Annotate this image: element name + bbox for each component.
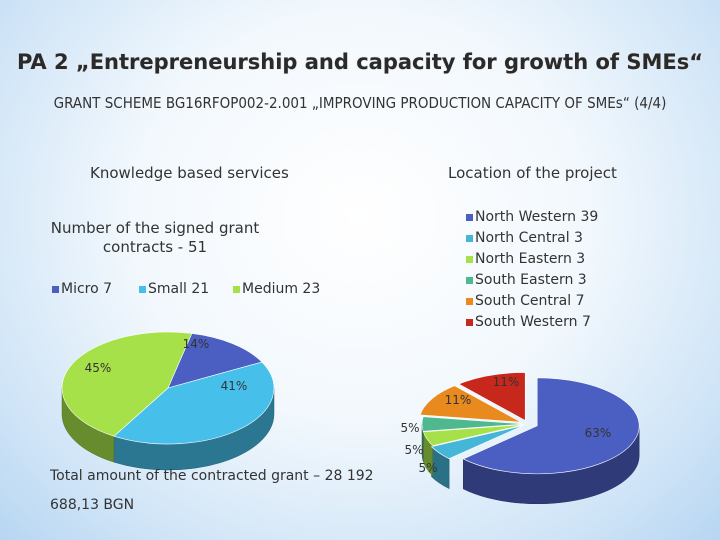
legend-swatch bbox=[52, 285, 59, 293]
legend-label: North Eastern 3 bbox=[475, 251, 586, 267]
legend-item-south-eastern: South Eastern 3 bbox=[466, 270, 598, 291]
pie1-percent-label-2: 45% bbox=[85, 361, 112, 375]
legend-swatch bbox=[466, 255, 473, 263]
left-chart-header: Knowledge based services bbox=[90, 164, 289, 182]
total-grant-text: Total amount of the contracted grant – 2… bbox=[50, 468, 374, 513]
legend-item-medium: Medium 23 bbox=[233, 281, 320, 297]
legend-swatch bbox=[139, 285, 146, 293]
legend-swatch bbox=[466, 318, 473, 326]
legend-label: Medium 23 bbox=[242, 281, 321, 297]
pie2-slice-0 bbox=[462, 377, 640, 475]
pie1-slice-2 bbox=[61, 331, 193, 437]
pie1-slice-1 bbox=[113, 361, 275, 445]
pie2-percent-label-2: 5% bbox=[418, 461, 437, 475]
legend-label: North Western 39 bbox=[475, 209, 599, 225]
legend-item-north-central: North Central 3 bbox=[466, 228, 598, 249]
page-subtitle: GRANT SCHEME BG16RFOP002-2.001 „IMPROVIN… bbox=[53, 94, 667, 112]
legend-item-south-central: South Central 7 bbox=[466, 291, 598, 312]
page-title: PA 2 „Entrepreneurship and capacity for … bbox=[16, 50, 704, 74]
pie2-slice-4 bbox=[419, 385, 522, 423]
legend-label: North Central 3 bbox=[475, 230, 583, 246]
pie2-slice-5 bbox=[458, 372, 526, 421]
pie1-percent-label-1: 41% bbox=[221, 379, 248, 393]
legend-item-north-western: North Western 39 bbox=[466, 207, 598, 228]
legend-label: South Central 7 bbox=[475, 293, 585, 309]
legend-item-small: Small 21 bbox=[139, 281, 209, 297]
legend-label: South Western 7 bbox=[475, 314, 591, 330]
legend-label: South Eastern 3 bbox=[475, 272, 587, 288]
pie2-percent-label-4: 11% bbox=[445, 393, 472, 407]
legend-swatch bbox=[233, 285, 240, 293]
pie2-percent-label-5: 11% bbox=[493, 375, 520, 389]
legend-swatch bbox=[466, 297, 473, 305]
pie2-percent-label-0: 63% bbox=[585, 426, 612, 440]
pie2-slice-1 bbox=[430, 425, 524, 460]
location-legend: North Western 39 North Central 3 North E… bbox=[466, 207, 598, 333]
legend-swatch bbox=[466, 234, 473, 242]
legend-item-south-western: South Western 7 bbox=[466, 312, 598, 333]
pie1-slice-0 bbox=[167, 333, 263, 389]
pie2-percent-label-1: 5% bbox=[404, 443, 423, 457]
pie1-title: Number of the signed grant contracts - 5… bbox=[50, 219, 260, 256]
legend-label: Micro 7 bbox=[61, 281, 113, 297]
legend-item-north-eastern: North Eastern 3 bbox=[466, 249, 598, 270]
pie2-slice-3 bbox=[421, 416, 525, 432]
legend-swatch bbox=[466, 213, 473, 221]
pie2-percent-label-3: 5% bbox=[400, 421, 419, 435]
right-chart-header: Location of the project bbox=[448, 164, 617, 182]
legend-swatch bbox=[466, 276, 473, 284]
legend-label: Small 21 bbox=[148, 281, 210, 297]
pie1-percent-label-0: 14% bbox=[183, 337, 210, 351]
pie2-slice-2 bbox=[422, 424, 525, 447]
legend-item-micro: Micro 7 bbox=[52, 281, 112, 297]
